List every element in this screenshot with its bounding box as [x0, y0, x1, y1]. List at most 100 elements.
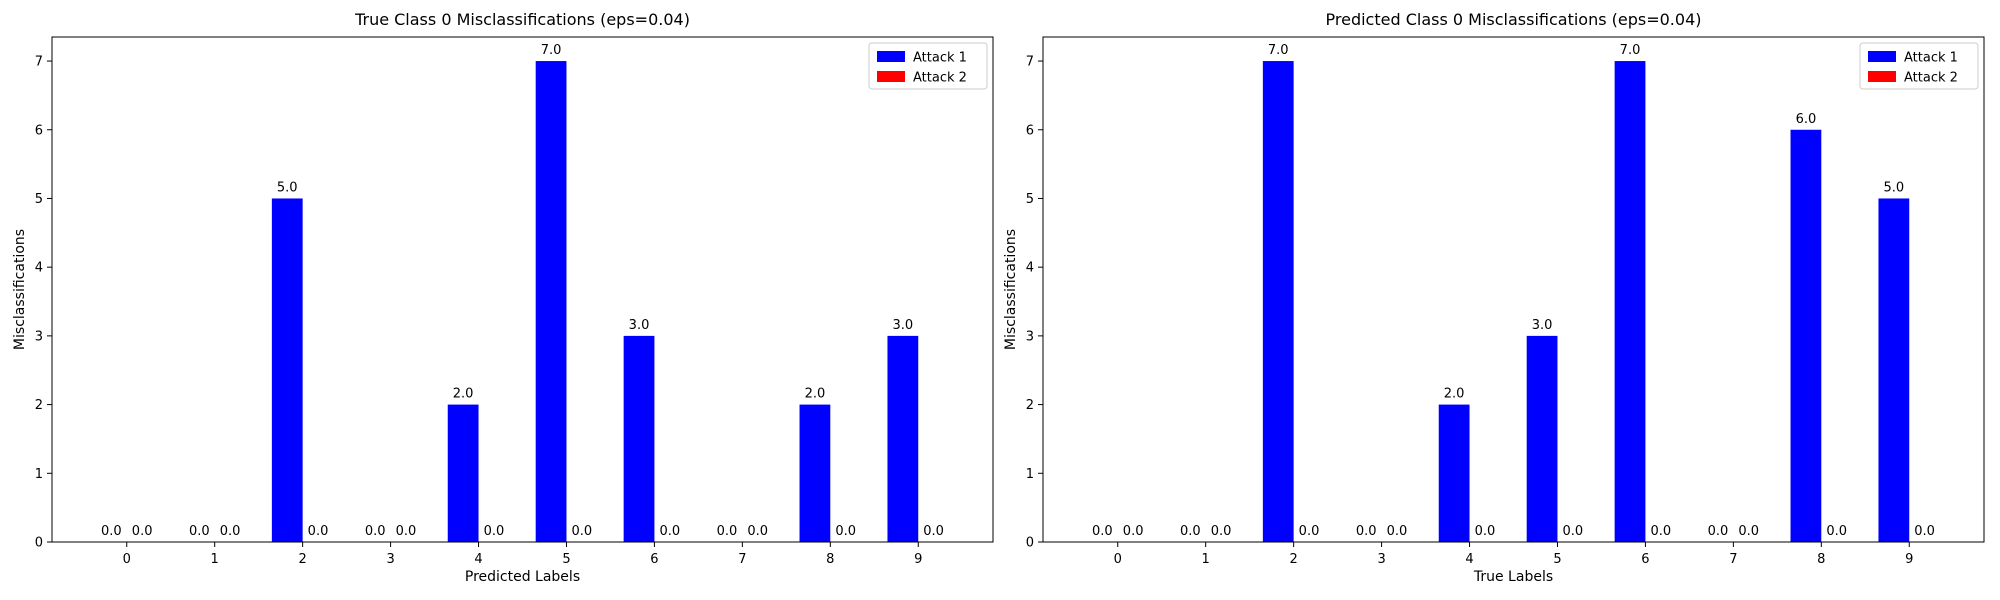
y-axis-label: Misclassifications [1003, 229, 1019, 350]
x-tick-label: 7 [738, 552, 746, 567]
legend-swatch-attack-2 [877, 71, 905, 82]
data-label: 6.0 [1796, 112, 1817, 127]
data-label: 7.0 [1268, 43, 1289, 58]
y-axis-label: Misclassifications [12, 229, 28, 350]
data-label: 7.0 [541, 43, 562, 58]
x-tick-label: 9 [914, 552, 922, 567]
y-tick-label: 2 [35, 398, 43, 413]
data-label: 0.0 [1738, 524, 1759, 539]
bar-attack-1-6 [1614, 61, 1646, 543]
data-label: 5.0 [277, 180, 298, 195]
x-tick-label: 6 [650, 552, 658, 567]
bar-attack-1-2 [271, 198, 303, 542]
data-label: 0.0 [1211, 524, 1232, 539]
data-label: 0.0 [1826, 524, 1847, 539]
data-label: 3.0 [1532, 318, 1553, 333]
data-label: 0.0 [659, 524, 680, 539]
data-label: 0.0 [1475, 524, 1496, 539]
y-tick-label: 7 [1026, 55, 1034, 70]
y-tick-label: 6 [35, 123, 43, 138]
x-tick-label: 8 [1817, 552, 1825, 567]
data-label: 0.0 [220, 524, 241, 539]
legend-label: Attack 1 [913, 51, 967, 66]
data-label: 0.0 [835, 524, 856, 539]
data-label: 0.0 [101, 524, 122, 539]
chart-title: Predicted Class 0 Misclassifications (ep… [1326, 10, 1702, 29]
x-axis-label: Predicted Labels [465, 569, 580, 585]
bar-attack-1-5 [535, 61, 567, 543]
data-label: 0.0 [1356, 524, 1377, 539]
chart-1: Predicted Class 0 Misclassifications (ep… [1003, 10, 1985, 585]
bar-attack-1-8 [799, 404, 831, 542]
x-tick-label: 4 [474, 552, 482, 567]
data-label: 0.0 [923, 524, 944, 539]
y-tick-label: 4 [1026, 261, 1034, 276]
data-label: 0.0 [308, 524, 329, 539]
x-tick-label: 4 [1465, 552, 1473, 567]
data-label: 0.0 [484, 524, 505, 539]
legend: Attack 1 Attack 2 [868, 42, 988, 90]
data-label: 0.0 [189, 524, 210, 539]
bar-attack-1-9 [1878, 198, 1910, 542]
data-label: 0.0 [396, 524, 417, 539]
legend-swatch-attack-1 [1868, 51, 1896, 62]
legend-label: Attack 2 [1904, 71, 1958, 86]
x-tick-label: 2 [1289, 552, 1297, 567]
y-tick-label: 5 [1026, 192, 1034, 207]
data-label: 0.0 [1180, 524, 1201, 539]
x-tick-label: 1 [1202, 552, 1210, 567]
data-label: 0.0 [1092, 524, 1113, 539]
x-tick-label: 2 [298, 552, 306, 567]
x-tick-label: 0 [123, 552, 131, 567]
data-label: 2.0 [453, 387, 474, 402]
x-tick-label: 0 [1114, 552, 1122, 567]
data-label: 0.0 [365, 524, 386, 539]
data-label: 0.0 [1708, 524, 1729, 539]
data-label: 0.0 [1299, 524, 1320, 539]
data-label: 2.0 [805, 387, 826, 402]
data-label: 0.0 [132, 524, 153, 539]
y-tick-label: 0 [35, 536, 43, 551]
x-tick-label: 8 [826, 552, 834, 567]
chart-title: True Class 0 Misclassifications (eps=0.0… [354, 10, 690, 29]
x-axis-label: True Labels [1473, 569, 1553, 585]
x-tick-label: 3 [1377, 552, 1385, 567]
x-tick-label: 5 [562, 552, 570, 567]
x-tick-label: 9 [1905, 552, 1913, 567]
chart-0: True Class 0 Misclassifications (eps=0.0… [12, 10, 994, 585]
y-tick-label: 1 [1026, 467, 1034, 482]
legend-swatch-attack-1 [877, 51, 905, 62]
legend: Attack 1 Attack 2 [1859, 42, 1979, 90]
axes-frame [51, 36, 994, 543]
data-label: 7.0 [1620, 43, 1641, 58]
data-label: 0.0 [572, 524, 593, 539]
data-label: 0.0 [717, 524, 738, 539]
bar-attack-1-9 [887, 335, 919, 542]
data-label: 0.0 [1123, 524, 1144, 539]
bar-attack-1-4 [1438, 404, 1470, 542]
bar-attack-1-2 [1262, 61, 1294, 543]
data-label: 0.0 [1650, 524, 1671, 539]
y-tick-label: 0 [1026, 536, 1034, 551]
y-tick-label: 2 [1026, 398, 1034, 413]
bar-attack-1-6 [623, 335, 655, 542]
data-label: 0.0 [1387, 524, 1408, 539]
y-tick-label: 3 [35, 329, 43, 344]
data-label: 0.0 [747, 524, 768, 539]
bar-attack-1-8 [1790, 129, 1822, 542]
data-label: 2.0 [1444, 387, 1465, 402]
x-tick-label: 1 [211, 552, 219, 567]
data-label: 3.0 [893, 318, 914, 333]
x-tick-label: 6 [1641, 552, 1649, 567]
y-tick-label: 6 [1026, 123, 1034, 138]
data-label: 3.0 [629, 318, 650, 333]
y-tick-label: 5 [35, 192, 43, 207]
y-tick-label: 3 [1026, 329, 1034, 344]
legend-swatch-attack-2 [1868, 71, 1896, 82]
data-label: 5.0 [1884, 180, 1905, 195]
y-tick-label: 4 [35, 261, 43, 276]
y-tick-label: 7 [35, 55, 43, 70]
legend-label: Attack 2 [913, 71, 967, 86]
x-tick-label: 5 [1553, 552, 1561, 567]
